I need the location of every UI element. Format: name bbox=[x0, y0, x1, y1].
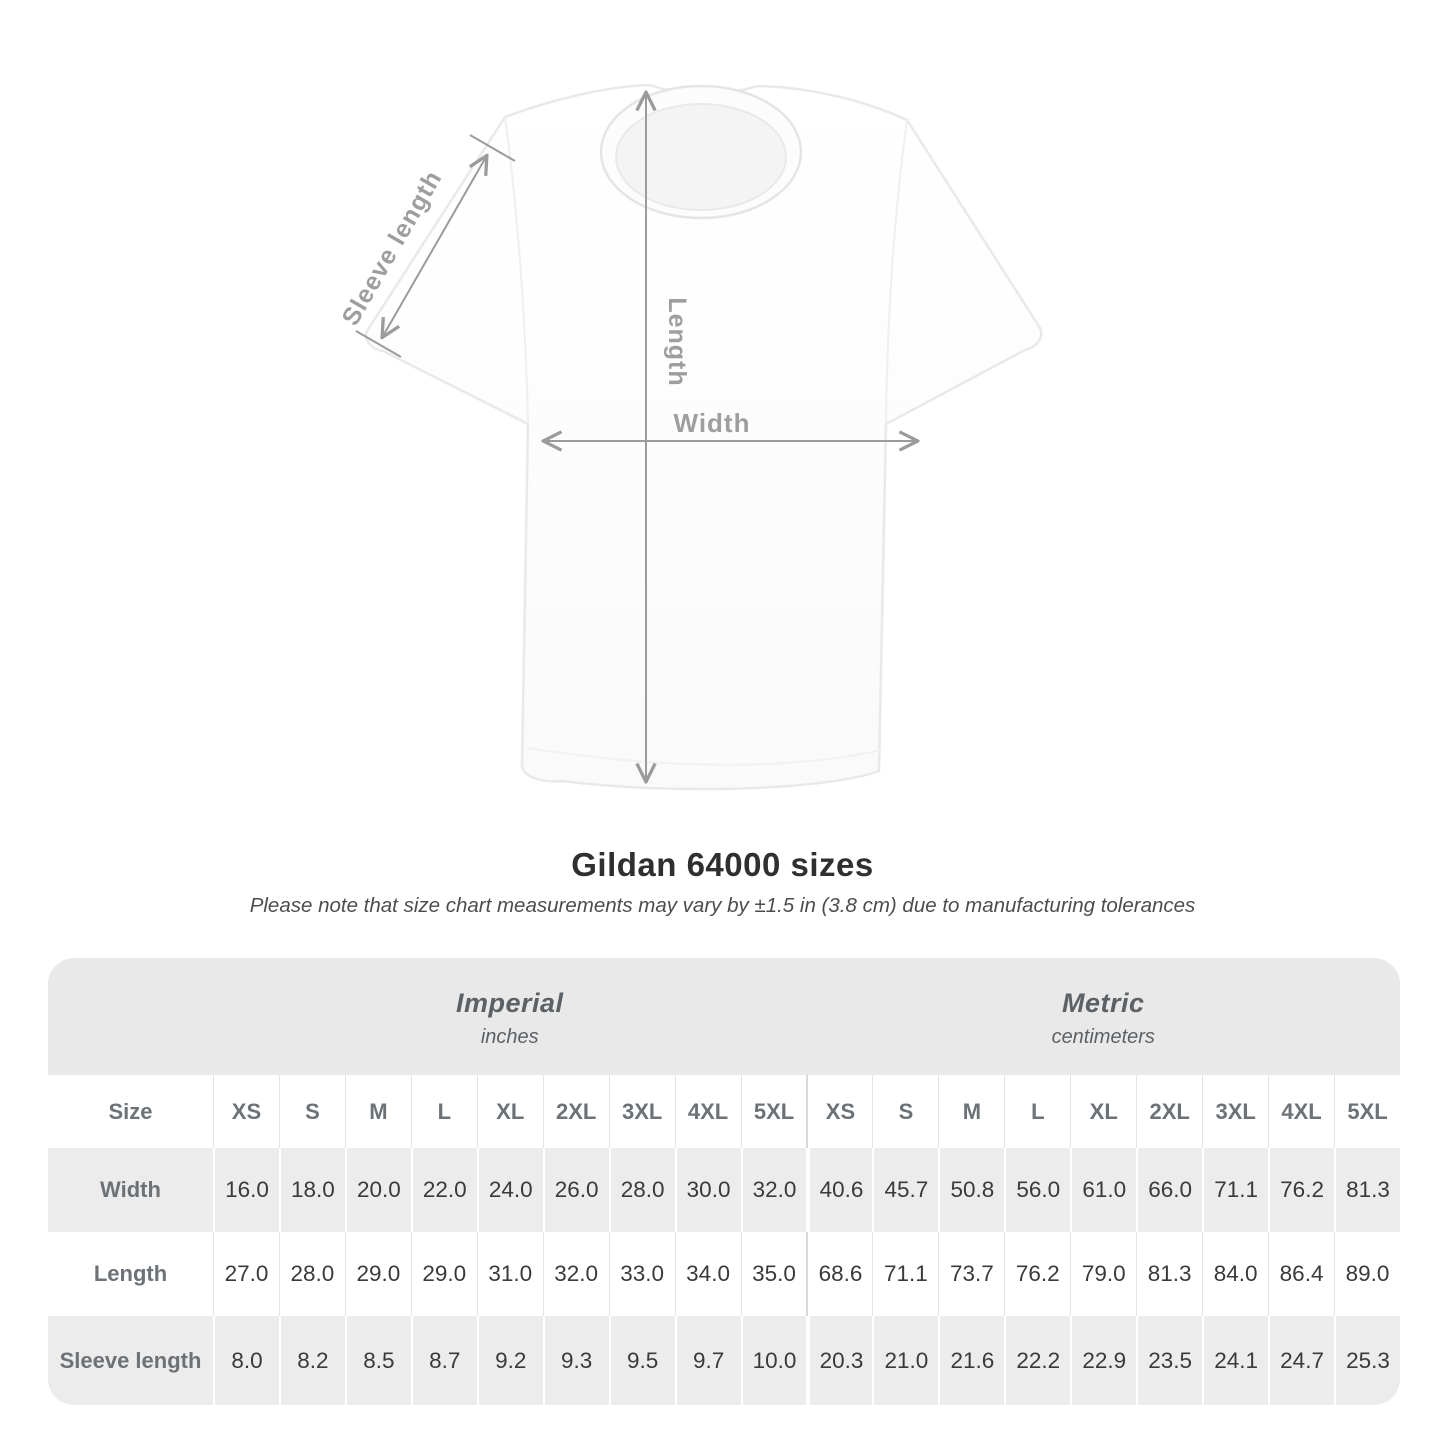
table-cell: 25.3 bbox=[1334, 1316, 1400, 1405]
table-cell: 22.9 bbox=[1070, 1316, 1136, 1405]
table-cell: 16.0 bbox=[213, 1148, 279, 1232]
table-cell: 28.0 bbox=[278, 1232, 345, 1316]
size-header: XL bbox=[476, 1075, 543, 1148]
table-cell: 68.6 bbox=[806, 1232, 872, 1316]
table-cell: 31.0 bbox=[476, 1232, 543, 1316]
table-cell: 71.1 bbox=[1202, 1148, 1268, 1232]
table-cell: 76.2 bbox=[1004, 1232, 1070, 1316]
table-cell: 18.0 bbox=[278, 1148, 345, 1232]
table-cell: 21.6 bbox=[938, 1316, 1004, 1405]
table-cell: 23.5 bbox=[1136, 1316, 1202, 1405]
row-label: Width bbox=[100, 1177, 161, 1202]
table-cell: 29.0 bbox=[410, 1232, 477, 1316]
table-cell: 9.2 bbox=[476, 1316, 543, 1405]
table-cell: 8.0 bbox=[213, 1316, 279, 1405]
metric-header-group: Metric centimeters bbox=[807, 958, 1401, 1075]
table-cell: 79.0 bbox=[1070, 1232, 1136, 1316]
size-header: M bbox=[938, 1075, 1004, 1148]
table-cell: 81.3 bbox=[1136, 1232, 1202, 1316]
size-header: S bbox=[278, 1075, 345, 1148]
table-cell: 20.3 bbox=[806, 1316, 872, 1405]
table-cell: 26.0 bbox=[542, 1148, 609, 1232]
sleeve-length-arrow bbox=[355, 134, 516, 358]
table-cell: 24.0 bbox=[476, 1148, 543, 1232]
size-header: L bbox=[1004, 1075, 1070, 1148]
table-cell: 22.0 bbox=[410, 1148, 477, 1232]
table-cell: 28.0 bbox=[608, 1148, 675, 1232]
tshirt-measurement-diagram: Sleeve length Length Width bbox=[336, 83, 1043, 791]
table-cell: 10.0 bbox=[740, 1316, 807, 1405]
table-cell: 8.5 bbox=[344, 1316, 411, 1405]
metric-unit-label: centimeters bbox=[1051, 1026, 1155, 1048]
size-header: XL bbox=[1070, 1075, 1136, 1148]
metric-header: Metric bbox=[1061, 988, 1145, 1018]
imperial-header-group: Imperial inches bbox=[213, 958, 807, 1075]
table-cell: 21.0 bbox=[872, 1316, 938, 1405]
table-cell: 35.0 bbox=[740, 1232, 807, 1316]
table-cell: 86.4 bbox=[1268, 1232, 1334, 1316]
table-cell: 71.1 bbox=[872, 1232, 938, 1316]
table-cell: 32.0 bbox=[740, 1148, 807, 1232]
table-cell: 33.0 bbox=[608, 1232, 675, 1316]
table-cell: 22.2 bbox=[1004, 1316, 1070, 1405]
table-cell: 30.0 bbox=[674, 1148, 741, 1232]
size-header: 2XL bbox=[1136, 1075, 1202, 1148]
table-row: Length 27.0 28.0 29.0 29.0 31.0 32.0 33.0 34.0 35… bbox=[48, 1232, 1400, 1316]
table-cell: 27.0 bbox=[213, 1232, 279, 1316]
table-cell: 81.3 bbox=[1334, 1148, 1400, 1232]
unit-header-band: Imperial inches Metric centimeters bbox=[48, 958, 1400, 1075]
table-cell: 9.3 bbox=[542, 1316, 609, 1405]
table-body: Width 16.0 18.0 20.0 22.0 24.0 26.0 28.0 30.0 32.… bbox=[48, 1148, 1400, 1405]
length-label: Length bbox=[663, 297, 691, 386]
size-header: 5XL bbox=[740, 1075, 807, 1148]
tolerance-note: Please note that size chart measurements… bbox=[249, 894, 1196, 917]
table-cell: 32.0 bbox=[542, 1232, 609, 1316]
imperial-header: Imperial bbox=[455, 988, 564, 1018]
table-cell: 45.7 bbox=[872, 1148, 938, 1232]
size-header-row: Size XS S M L XL 2XL 3XL 4XL 5XL XS S M L XL 2XL 3XL 4XL 5… bbox=[48, 1075, 1400, 1148]
size-column-header: Size bbox=[108, 1098, 153, 1124]
table-cell: 40.6 bbox=[806, 1148, 872, 1232]
size-header: XS bbox=[806, 1075, 872, 1148]
table-row: Sleeve length 8.0 8.2 8.5 8.7 9.2 9.3 9.5 9.7 10.… bbox=[48, 1316, 1400, 1405]
table-cell: 76.2 bbox=[1268, 1148, 1334, 1232]
size-header: 2XL bbox=[542, 1075, 609, 1148]
table-cell: 9.7 bbox=[674, 1316, 741, 1405]
size-header: 5XL bbox=[1334, 1075, 1400, 1148]
table-cell: 50.8 bbox=[938, 1148, 1004, 1232]
table-row: Width 16.0 18.0 20.0 22.0 24.0 26.0 28.0 30.0 32.… bbox=[48, 1148, 1400, 1232]
table-cell: 84.0 bbox=[1202, 1232, 1268, 1316]
size-header: 4XL bbox=[1268, 1075, 1334, 1148]
table-cell: 34.0 bbox=[674, 1232, 741, 1316]
table-cell: 66.0 bbox=[1136, 1148, 1202, 1232]
width-label: Width bbox=[674, 408, 751, 438]
table-cell: 20.0 bbox=[344, 1148, 411, 1232]
size-header: L bbox=[410, 1075, 477, 1148]
size-header: XS bbox=[213, 1075, 279, 1148]
table-cell: 24.1 bbox=[1202, 1316, 1268, 1405]
row-label: Sleeve length bbox=[59, 1347, 202, 1373]
table-cell: 73.7 bbox=[938, 1232, 1004, 1316]
size-header: M bbox=[344, 1075, 411, 1148]
page-title: Gildan 64000 sizes bbox=[571, 846, 874, 883]
size-header: S bbox=[872, 1075, 938, 1148]
table-cell: 24.7 bbox=[1268, 1316, 1334, 1405]
size-header: 3XL bbox=[608, 1075, 675, 1148]
table-cell: 61.0 bbox=[1070, 1148, 1136, 1232]
size-header: 3XL bbox=[1202, 1075, 1268, 1148]
table-cell: 56.0 bbox=[1004, 1148, 1070, 1232]
table-cell: 8.2 bbox=[278, 1316, 345, 1405]
table-cell: 8.7 bbox=[410, 1316, 477, 1405]
table-cell: 89.0 bbox=[1334, 1232, 1400, 1316]
row-label: Length bbox=[93, 1261, 168, 1286]
table-cell: 9.5 bbox=[608, 1316, 675, 1405]
size-chart-table: Imperial inches Metric centimeters Size X… bbox=[48, 958, 1400, 1405]
table-cell: 29.0 bbox=[344, 1232, 411, 1316]
size-header: 4XL bbox=[674, 1075, 741, 1148]
imperial-unit-label: inches bbox=[480, 1026, 539, 1048]
